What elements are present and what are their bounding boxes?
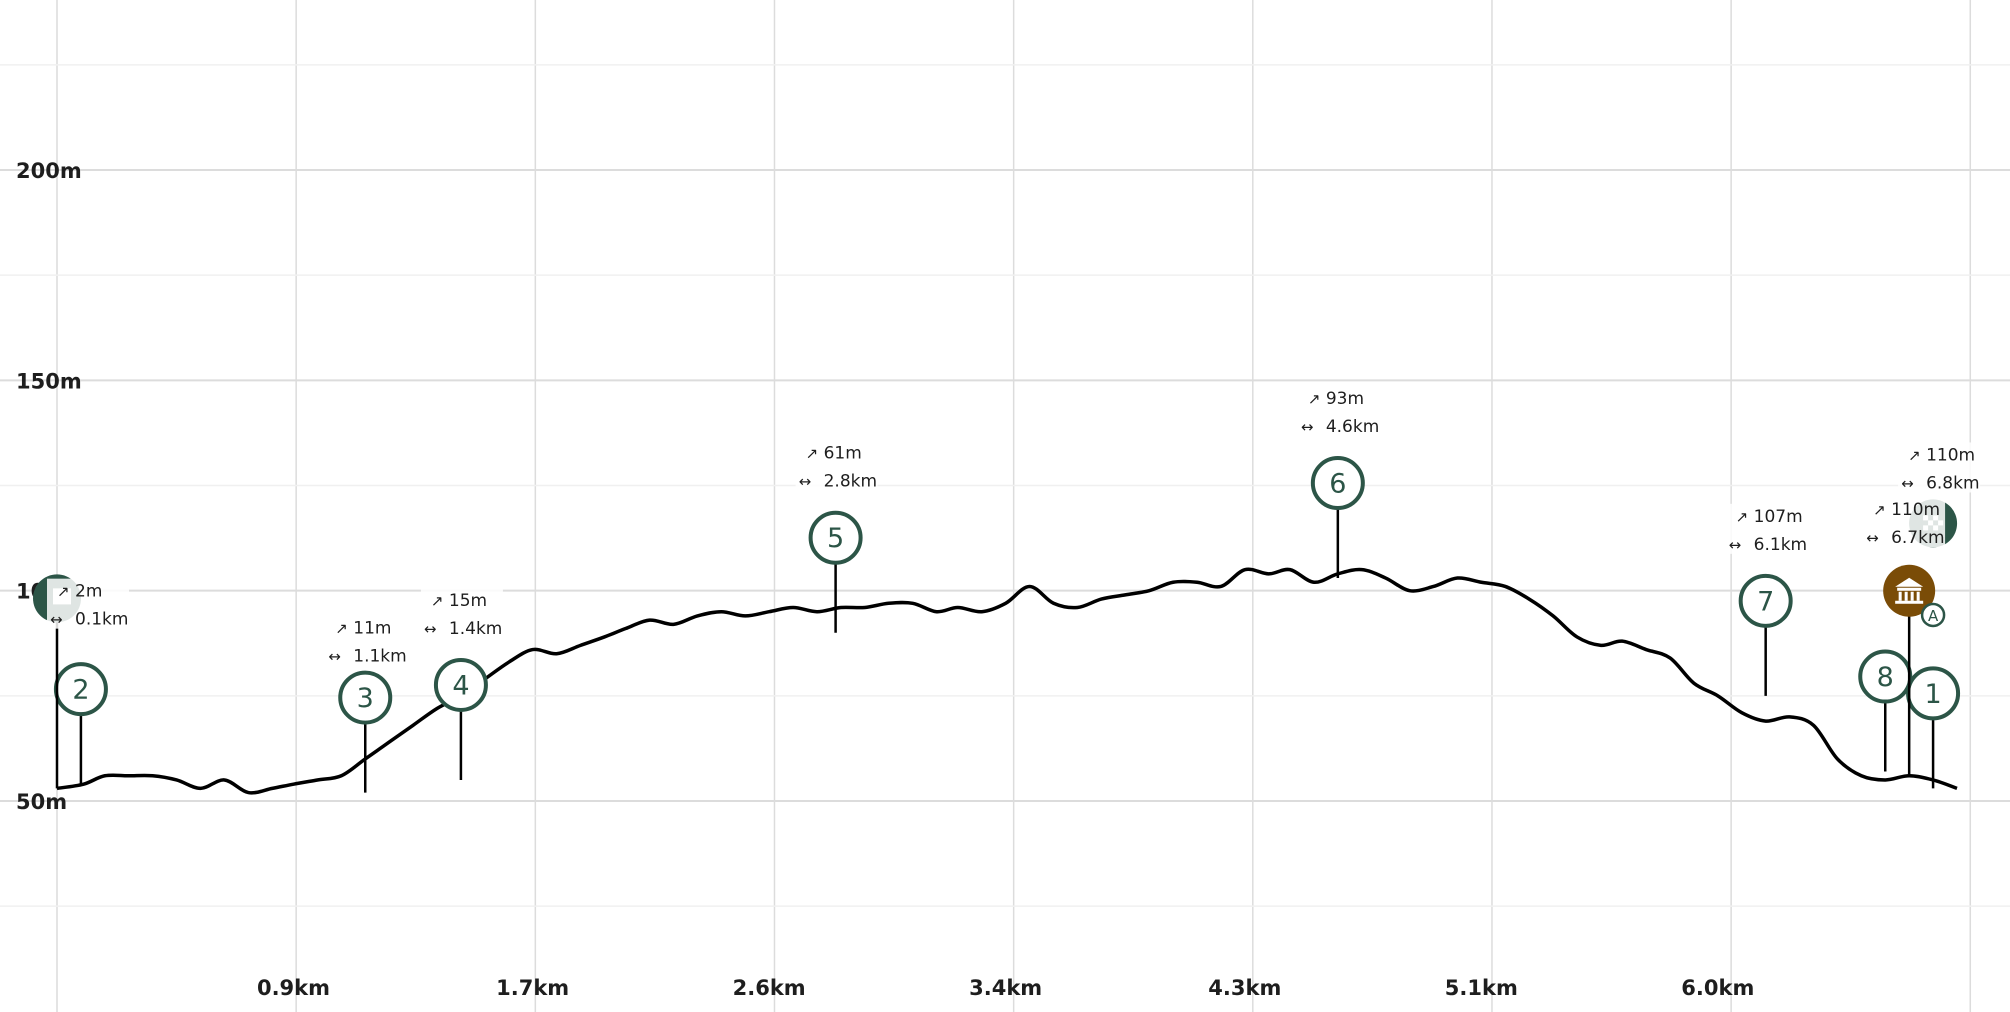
elevation-gain: 93m (1326, 389, 1364, 409)
left-right-arrow-icon: ↔ (50, 611, 63, 629)
left-right-arrow-icon: ↔ (1301, 418, 1314, 436)
x-tick-label: 4.3km (1208, 976, 1281, 1000)
elevation-gain: 61m (824, 444, 862, 464)
distance: 6.7km (1891, 528, 1944, 548)
distance: 1.1km (353, 647, 406, 667)
arrow-up-right-icon: ↗ (1736, 508, 1749, 526)
x-tick-label: 5.1km (1445, 976, 1518, 1000)
y-tick-label: 150m (16, 369, 82, 393)
waypoint-1: 1 (1906, 666, 1961, 789)
x-tick-label: 3.4km (969, 976, 1042, 1000)
museum-column (1916, 591, 1920, 601)
waypoint-circle (1738, 573, 1793, 628)
waypoint-number: 3 (357, 683, 374, 714)
waypoint-number: 5 (827, 523, 844, 554)
stat-label-group: ↗ 2m ↔ 0.1km (47, 578, 129, 630)
stat-label-group: ↗ 11m ↔ 1.1km (325, 615, 408, 667)
museum-column (1904, 591, 1908, 601)
stat-bg (795, 440, 878, 491)
stat-bg (1297, 386, 1380, 437)
stat-labels: ↗ 2m↔ 0.1km ↗ 11m↔ 1.1km↗ 15m↔ 1.4km↗ 61m↔ 2.8km↗… (47, 386, 1981, 667)
stat-bg (1863, 497, 1946, 548)
museum-column (1910, 591, 1914, 601)
x-tick-label: 1.7km (496, 976, 569, 1000)
museum-roof (1895, 577, 1924, 587)
waypoint-circle (433, 657, 488, 712)
waypoint-5: 5 (808, 510, 863, 633)
elevation-gain: 11m (353, 619, 391, 639)
y-tick-label: 50m (16, 790, 67, 814)
elevation-gain: 15m (449, 591, 487, 611)
arrow-up-right-icon: ↗ (1873, 501, 1886, 519)
stat-bg (1725, 503, 1808, 554)
arrow-up-right-icon: ↗ (431, 592, 444, 610)
distance: 1.4km (449, 619, 502, 639)
waypoint-circle (338, 670, 393, 725)
x-tick-label: 0.9km (257, 976, 330, 1000)
museum-base (1895, 600, 1924, 604)
elevation-gain: 107m (1754, 507, 1803, 527)
waypoint-number: 8 (1877, 662, 1894, 693)
stat-label-group: ↗ 107m ↔ 6.1km (1725, 503, 1808, 555)
waypoint-7: 7 (1738, 573, 1793, 696)
waypoint-4: 4 (433, 657, 488, 780)
waypoint-circle (808, 510, 863, 565)
stat-label-group: ↗ 15m ↔ 1.4km (420, 587, 503, 639)
left-right-arrow-icon: ↔ (1866, 529, 1879, 547)
distance: 4.6km (1326, 417, 1379, 437)
stat-bg (1898, 442, 1981, 493)
elevation-gain: 2m (75, 582, 102, 602)
x-axis-ticks: 0.9km 1.7km 2.6km 3.4km 4.3km 5.1km 6.0km (257, 976, 1754, 1000)
waypoint-number: 2 (72, 675, 89, 706)
stat-bg (420, 587, 503, 638)
left-right-arrow-icon: ↔ (328, 648, 341, 666)
arrow-up-right-icon: ↗ (1908, 446, 1921, 464)
elevation-series (56, 567, 1958, 795)
point-a-label: A (1928, 607, 1939, 625)
museum-beam (1897, 587, 1922, 591)
arrow-up-right-icon: ↗ (335, 620, 348, 638)
stat-label-group: ↗ 110m ↔ 6.8km (1898, 442, 1981, 493)
elevation-gain: 110m (1891, 500, 1940, 520)
waypoint-number: 6 (1329, 469, 1346, 500)
arrow-up-right-icon: ↗ (806, 445, 819, 463)
distance: 2.8km (824, 472, 877, 492)
waypoint-6: 6 (1310, 456, 1365, 579)
museum-column (1898, 591, 1902, 601)
stat-label-group: ↗ 93m ↔ 4.6km (1297, 386, 1380, 437)
left-right-arrow-icon: ↔ (1901, 474, 1914, 492)
arrow-up-right-icon: ↗ (1308, 390, 1321, 408)
x-tick-label: 6.0km (1681, 976, 1754, 1000)
waypoint-number: 7 (1757, 586, 1774, 617)
waypoint-number: 1 (1924, 679, 1941, 710)
distance: 0.1km (75, 610, 128, 630)
y-tick-label: 200m (16, 159, 82, 183)
waypoint-number: 4 (452, 670, 469, 701)
waypoint-circle (1310, 456, 1365, 511)
distance: 6.1km (1754, 535, 1807, 555)
left-right-arrow-icon: ↔ (1729, 536, 1742, 554)
waypoint-3: 3 (338, 670, 393, 793)
stat-label-group: ↗ 110m ↔ 6.7km (1863, 497, 1946, 548)
waypoint-8: 8 (1858, 649, 1913, 772)
elevation-gain: 110m (1926, 445, 1975, 465)
stat-bg (325, 615, 408, 666)
waypoints: 2 3 4 5 6 7 81 (53, 456, 1961, 793)
waypoint-2: 2 (53, 662, 108, 785)
stat-label-group: ↗ 61m ↔ 2.8km (795, 440, 878, 492)
left-right-arrow-icon: ↔ (424, 620, 437, 638)
x-tick-label: 2.6km (733, 976, 806, 1000)
arrow-up-right-icon: ↗ (57, 583, 70, 601)
stat-bg (47, 578, 129, 629)
left-right-arrow-icon: ↔ (799, 473, 812, 491)
point-a-icon (1920, 602, 1946, 628)
elevation-line (56, 567, 1958, 795)
markers: A (33, 499, 1958, 789)
distance: 6.8km (1926, 473, 1979, 493)
